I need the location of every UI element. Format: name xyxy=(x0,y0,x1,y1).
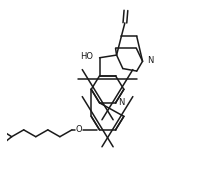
Text: O: O xyxy=(76,125,82,134)
Text: N: N xyxy=(147,56,153,65)
Text: N: N xyxy=(118,98,125,107)
Text: HO: HO xyxy=(80,52,93,61)
